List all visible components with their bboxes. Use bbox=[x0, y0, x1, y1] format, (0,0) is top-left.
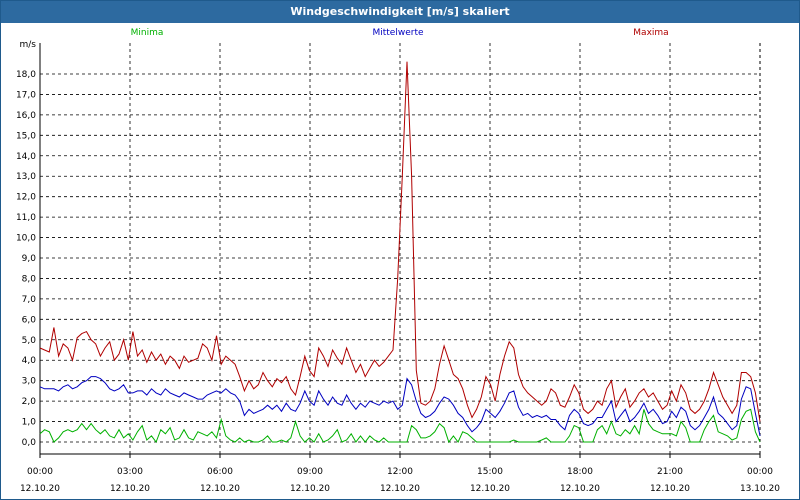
window-title: Windgeschwindigkeit [m/s] skaliert bbox=[1, 1, 799, 23]
y-tick-label: 13,0 bbox=[16, 172, 36, 182]
y-tick-label: 10,0 bbox=[16, 234, 36, 244]
x-tick-time-label: 18:00 bbox=[567, 467, 593, 477]
y-tick-label: 8,0 bbox=[22, 274, 37, 284]
y-tick-label: 12,0 bbox=[16, 193, 36, 203]
y-tick-label: 11,0 bbox=[16, 213, 36, 223]
y-tick-label: 15,0 bbox=[16, 131, 36, 141]
x-tick-time-label: 15:00 bbox=[477, 467, 503, 477]
y-tick-label: 3,0 bbox=[22, 377, 37, 387]
series-line-mittelwerte bbox=[39, 376, 761, 437]
y-tick-label: 1,0 bbox=[22, 418, 37, 428]
y-tick-label: 0,0 bbox=[22, 438, 37, 448]
x-tick-date-label: 12.10.20 bbox=[470, 484, 510, 494]
y-tick-label: 7,0 bbox=[22, 295, 37, 305]
x-tick-date-label: 12.10.20 bbox=[380, 484, 420, 494]
y-tick-label: 6,0 bbox=[22, 315, 37, 325]
y-tick-label: 18,0 bbox=[16, 70, 36, 80]
x-tick-time-label: 03:00 bbox=[117, 467, 143, 477]
y-tick-label: 17,0 bbox=[16, 90, 36, 100]
x-tick-date-label: 12.10.20 bbox=[110, 484, 150, 494]
legend-maxima: Maxima bbox=[633, 28, 668, 38]
y-tick-label: 5,0 bbox=[22, 336, 37, 346]
y-tick-label: 4,0 bbox=[22, 356, 37, 366]
legend-mittelwerte: Mittelwerte bbox=[372, 28, 423, 38]
x-tick-date-label: 12.10.20 bbox=[20, 484, 60, 494]
x-tick-date-label: 12.10.20 bbox=[200, 484, 240, 494]
y-tick-label: 16,0 bbox=[16, 111, 36, 121]
x-tick-time-label: 00:00 bbox=[747, 467, 773, 477]
series-line-minima bbox=[39, 408, 761, 444]
x-tick-date-label: 12.10.20 bbox=[650, 484, 690, 494]
x-tick-date-label: 12.10.20 bbox=[560, 484, 600, 494]
x-tick-date-label: 12.10.20 bbox=[290, 484, 330, 494]
x-tick-time-label: 06:00 bbox=[207, 467, 233, 477]
y-tick-label: 14,0 bbox=[16, 152, 36, 162]
wind-speed-chart: 0,0 1,0 2,0 3,0 4,0 5,0 6,0 7,0 8,0 9,0 10,0 11,0 12… bbox=[16, 28, 780, 494]
x-tick-time-label: 21:00 bbox=[657, 467, 683, 477]
x-tick-time-label: 09:00 bbox=[297, 467, 323, 477]
x-tick-time-label: 12:00 bbox=[387, 467, 413, 477]
y-tick-label: 2,0 bbox=[22, 397, 37, 407]
legend-minima: Minima bbox=[131, 28, 164, 38]
x-tick-date-label: 13.10.20 bbox=[740, 484, 780, 494]
plot-area: 0,0 1,0 2,0 3,0 4,0 5,0 6,0 7,0 8,0 9,0 10,0 11,0 12… bbox=[1, 23, 799, 499]
y-tick-label: 9,0 bbox=[22, 254, 37, 264]
series-line-maxima bbox=[39, 61, 761, 422]
x-tick-time-label: 00:00 bbox=[27, 467, 53, 477]
y-axis-label: m/s bbox=[20, 40, 37, 50]
